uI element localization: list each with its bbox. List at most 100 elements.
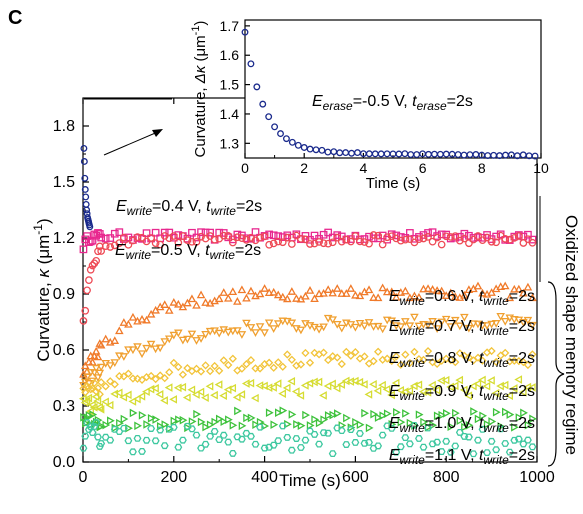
data-point xyxy=(361,408,370,418)
data-point xyxy=(328,450,337,458)
inset-x-axis-title: Time (s) xyxy=(366,175,420,192)
data-point xyxy=(82,200,90,208)
series-label-0: Ewrite=0.4 V, twrite=2s xyxy=(116,198,262,218)
data-point xyxy=(142,344,151,353)
data-point xyxy=(116,418,124,428)
x-axis-title: Time (s) xyxy=(279,471,341,490)
data-point xyxy=(160,374,169,383)
y-tick-label: 0.9 xyxy=(53,286,75,303)
data-point xyxy=(232,393,241,402)
data-point xyxy=(346,351,355,360)
data-point xyxy=(406,235,414,244)
data-point xyxy=(260,284,269,292)
data-point xyxy=(260,329,269,338)
data-point xyxy=(275,408,283,418)
data-point xyxy=(423,321,433,330)
data-point xyxy=(269,231,278,240)
data-point xyxy=(260,232,269,241)
data-point xyxy=(491,320,501,328)
data-point xyxy=(273,379,282,388)
data-point xyxy=(346,284,356,292)
data-point xyxy=(138,448,146,455)
data-point xyxy=(82,193,90,201)
data-point xyxy=(324,429,333,437)
data-point xyxy=(474,436,482,444)
inset-data-point xyxy=(241,28,249,36)
data-point xyxy=(192,337,201,345)
data-point xyxy=(305,286,315,294)
data-point xyxy=(351,323,360,332)
data-point xyxy=(297,421,306,430)
data-point xyxy=(210,390,218,400)
y-axis-title: Curvature, κ (μm-1) xyxy=(31,218,53,361)
inset-data-point xyxy=(288,138,296,146)
data-point xyxy=(360,439,369,447)
data-point xyxy=(106,436,115,444)
data-point xyxy=(88,377,97,386)
data-point xyxy=(178,336,188,345)
data-point xyxy=(242,236,251,244)
data-point xyxy=(260,381,268,391)
data-point xyxy=(414,380,423,390)
data-point xyxy=(382,316,392,325)
data-point xyxy=(397,417,406,427)
data-point xyxy=(183,298,192,307)
data-point xyxy=(188,425,196,433)
data-point xyxy=(406,418,415,428)
inset-data-point xyxy=(282,135,290,143)
data-point xyxy=(124,437,133,445)
data-point xyxy=(359,380,368,389)
data-point xyxy=(228,287,238,296)
data-point xyxy=(178,436,187,444)
data-point xyxy=(415,235,423,244)
data-point xyxy=(382,287,392,296)
data-point xyxy=(296,391,305,400)
data-point xyxy=(315,440,324,448)
data-point xyxy=(196,335,206,343)
data-point xyxy=(115,326,124,335)
data-point xyxy=(278,422,287,430)
data-point xyxy=(93,374,103,382)
data-point xyxy=(242,319,251,328)
data-point xyxy=(265,240,273,249)
data-point xyxy=(256,233,264,242)
data-point xyxy=(342,347,351,357)
data-point xyxy=(415,435,423,442)
data-point xyxy=(224,360,233,370)
data-point xyxy=(178,302,188,311)
data-point xyxy=(337,427,346,435)
data-point xyxy=(328,352,337,361)
inset-y-axis-title: Curvature, Δκ (μm-1) xyxy=(190,21,209,158)
data-point xyxy=(447,422,456,431)
data-point xyxy=(337,380,345,389)
data-point xyxy=(524,230,532,239)
data-point xyxy=(152,415,161,424)
data-point xyxy=(310,239,319,248)
data-point xyxy=(265,358,274,367)
data-point xyxy=(96,404,105,414)
data-point xyxy=(151,374,160,384)
data-point xyxy=(115,352,124,361)
data-point xyxy=(105,362,115,370)
data-point xyxy=(291,387,300,396)
data-point xyxy=(333,233,342,242)
data-point xyxy=(274,237,283,246)
data-point xyxy=(332,383,341,393)
data-point xyxy=(478,356,487,365)
x-tick-label: 200 xyxy=(160,469,187,486)
data-point xyxy=(428,380,436,390)
data-point xyxy=(147,234,155,242)
data-point xyxy=(419,355,428,365)
data-point xyxy=(160,338,170,346)
data-point xyxy=(201,331,210,339)
data-point xyxy=(473,281,483,290)
data-point xyxy=(215,366,224,375)
data-point xyxy=(415,410,424,419)
data-point xyxy=(234,406,242,416)
data-point xyxy=(215,414,224,424)
data-point xyxy=(106,243,115,251)
data-point xyxy=(315,234,323,243)
data-point xyxy=(156,426,165,434)
data-point xyxy=(319,429,328,437)
data-point xyxy=(351,290,360,299)
